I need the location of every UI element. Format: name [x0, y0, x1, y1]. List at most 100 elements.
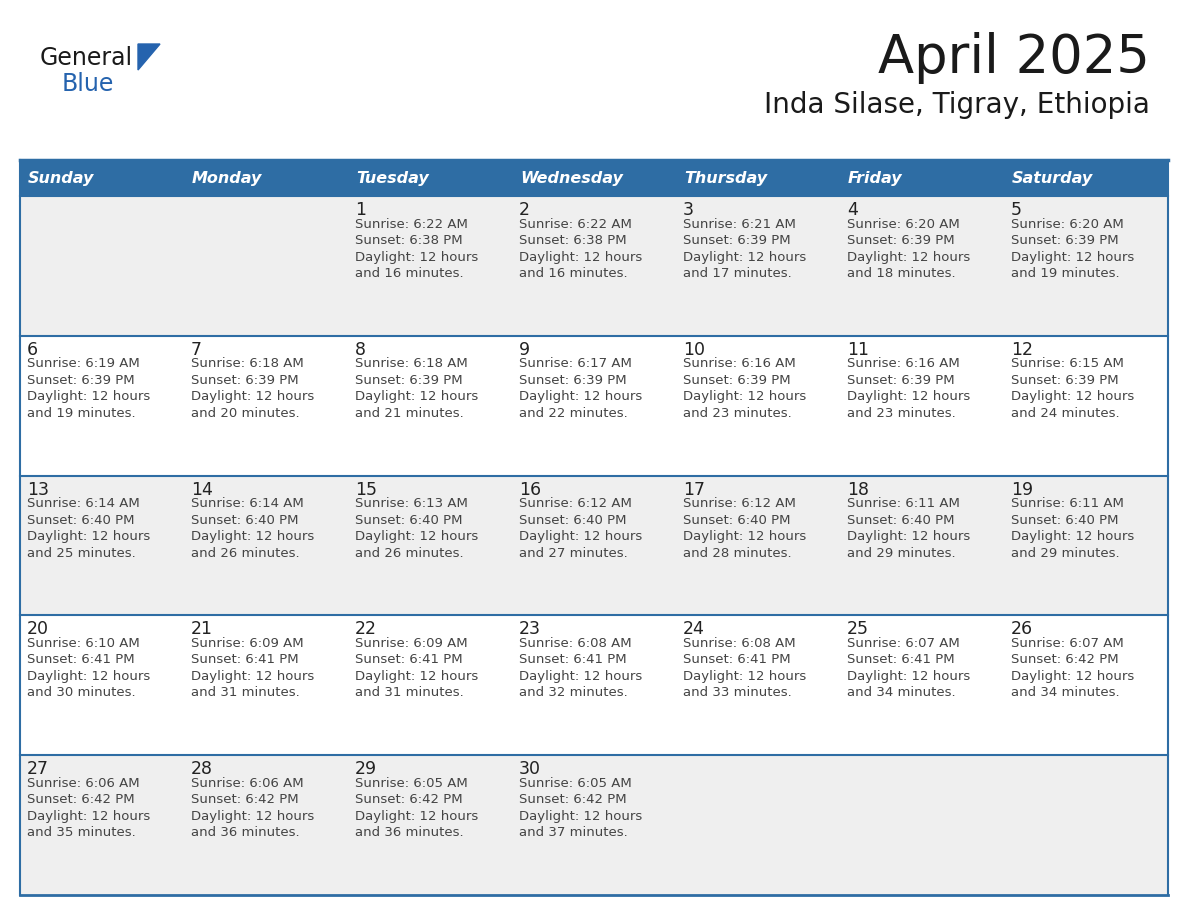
- Text: Daylight: 12 hours: Daylight: 12 hours: [683, 530, 807, 543]
- Text: Sunset: 6:39 PM: Sunset: 6:39 PM: [847, 374, 955, 386]
- Bar: [840, 160, 1004, 196]
- Text: 13: 13: [27, 481, 49, 498]
- Text: 17: 17: [683, 481, 704, 498]
- Text: Sunrise: 6:19 AM: Sunrise: 6:19 AM: [27, 357, 140, 370]
- Text: Sunrise: 6:09 AM: Sunrise: 6:09 AM: [191, 637, 304, 650]
- Text: and 19 minutes.: and 19 minutes.: [1011, 267, 1119, 280]
- Text: and 24 minutes.: and 24 minutes.: [1011, 407, 1119, 420]
- Text: Sunset: 6:41 PM: Sunset: 6:41 PM: [27, 654, 134, 666]
- Text: and 34 minutes.: and 34 minutes.: [1011, 687, 1119, 700]
- Text: Monday: Monday: [192, 171, 263, 185]
- Text: 3: 3: [683, 201, 694, 219]
- Text: and 37 minutes.: and 37 minutes.: [519, 826, 627, 839]
- Text: 10: 10: [683, 341, 704, 359]
- Text: Daylight: 12 hours: Daylight: 12 hours: [519, 670, 643, 683]
- Text: 4: 4: [847, 201, 858, 219]
- Text: April 2025: April 2025: [878, 32, 1150, 84]
- Text: Sunset: 6:38 PM: Sunset: 6:38 PM: [519, 234, 626, 247]
- Text: Sunset: 6:41 PM: Sunset: 6:41 PM: [683, 654, 791, 666]
- Text: and 26 minutes.: and 26 minutes.: [191, 546, 299, 560]
- Text: Sunset: 6:40 PM: Sunset: 6:40 PM: [519, 513, 626, 527]
- Bar: [20, 615, 1168, 756]
- Text: Daylight: 12 hours: Daylight: 12 hours: [355, 251, 479, 263]
- Text: Sunrise: 6:20 AM: Sunrise: 6:20 AM: [1011, 218, 1124, 230]
- Text: Sunset: 6:41 PM: Sunset: 6:41 PM: [847, 654, 955, 666]
- Text: Sunset: 6:39 PM: Sunset: 6:39 PM: [191, 374, 298, 386]
- Text: 12: 12: [1011, 341, 1034, 359]
- Text: 22: 22: [355, 621, 377, 638]
- Bar: [1004, 160, 1168, 196]
- Text: Sunrise: 6:11 AM: Sunrise: 6:11 AM: [1011, 498, 1124, 510]
- Text: 19: 19: [1011, 481, 1034, 498]
- Text: and 26 minutes.: and 26 minutes.: [355, 546, 463, 560]
- Text: Sunset: 6:39 PM: Sunset: 6:39 PM: [683, 234, 791, 247]
- Text: Sunset: 6:42 PM: Sunset: 6:42 PM: [27, 793, 134, 806]
- Text: Inda Silase, Tigray, Ethiopia: Inda Silase, Tigray, Ethiopia: [764, 91, 1150, 119]
- Text: Sunset: 6:38 PM: Sunset: 6:38 PM: [355, 234, 462, 247]
- Bar: [20, 196, 1168, 336]
- Bar: [184, 160, 348, 196]
- Text: Daylight: 12 hours: Daylight: 12 hours: [1011, 670, 1135, 683]
- Bar: [676, 160, 840, 196]
- Text: and 21 minutes.: and 21 minutes.: [355, 407, 463, 420]
- Text: Sunrise: 6:12 AM: Sunrise: 6:12 AM: [519, 498, 632, 510]
- Text: Daylight: 12 hours: Daylight: 12 hours: [355, 670, 479, 683]
- Text: and 29 minutes.: and 29 minutes.: [847, 546, 955, 560]
- Bar: [20, 476, 1168, 615]
- Text: Daylight: 12 hours: Daylight: 12 hours: [27, 670, 150, 683]
- Bar: [20, 160, 184, 196]
- Text: 30: 30: [519, 760, 541, 778]
- Text: Sunrise: 6:14 AM: Sunrise: 6:14 AM: [191, 498, 304, 510]
- Text: and 31 minutes.: and 31 minutes.: [191, 687, 299, 700]
- Text: 26: 26: [1011, 621, 1034, 638]
- Text: and 20 minutes.: and 20 minutes.: [191, 407, 299, 420]
- Text: Sunrise: 6:17 AM: Sunrise: 6:17 AM: [519, 357, 632, 370]
- Text: Sunrise: 6:08 AM: Sunrise: 6:08 AM: [519, 637, 632, 650]
- Text: Daylight: 12 hours: Daylight: 12 hours: [27, 530, 150, 543]
- Text: and 31 minutes.: and 31 minutes.: [355, 687, 463, 700]
- Text: 20: 20: [27, 621, 49, 638]
- Text: Sunset: 6:39 PM: Sunset: 6:39 PM: [355, 374, 462, 386]
- Text: Sunset: 6:40 PM: Sunset: 6:40 PM: [1011, 513, 1118, 527]
- Text: Sunrise: 6:10 AM: Sunrise: 6:10 AM: [27, 637, 140, 650]
- Text: Sunrise: 6:20 AM: Sunrise: 6:20 AM: [847, 218, 960, 230]
- Bar: [20, 336, 1168, 476]
- Text: Sunset: 6:41 PM: Sunset: 6:41 PM: [191, 654, 298, 666]
- Text: 29: 29: [355, 760, 377, 778]
- Text: Sunrise: 6:18 AM: Sunrise: 6:18 AM: [191, 357, 304, 370]
- Text: Sunrise: 6:22 AM: Sunrise: 6:22 AM: [355, 218, 468, 230]
- Text: 23: 23: [519, 621, 541, 638]
- Text: Sunrise: 6:09 AM: Sunrise: 6:09 AM: [355, 637, 468, 650]
- Text: Daylight: 12 hours: Daylight: 12 hours: [847, 390, 971, 403]
- Text: Sunrise: 6:06 AM: Sunrise: 6:06 AM: [191, 777, 304, 789]
- Text: Blue: Blue: [62, 72, 114, 96]
- Text: and 17 minutes.: and 17 minutes.: [683, 267, 791, 280]
- Text: Sunrise: 6:05 AM: Sunrise: 6:05 AM: [355, 777, 468, 789]
- Text: Sunrise: 6:21 AM: Sunrise: 6:21 AM: [683, 218, 796, 230]
- Text: Daylight: 12 hours: Daylight: 12 hours: [191, 390, 315, 403]
- Text: Daylight: 12 hours: Daylight: 12 hours: [1011, 390, 1135, 403]
- Text: Sunrise: 6:05 AM: Sunrise: 6:05 AM: [519, 777, 632, 789]
- Text: Sunday: Sunday: [29, 171, 94, 185]
- Text: Daylight: 12 hours: Daylight: 12 hours: [191, 670, 315, 683]
- Text: and 28 minutes.: and 28 minutes.: [683, 546, 791, 560]
- Text: and 25 minutes.: and 25 minutes.: [27, 546, 135, 560]
- Text: 2: 2: [519, 201, 530, 219]
- Text: Sunrise: 6:18 AM: Sunrise: 6:18 AM: [355, 357, 468, 370]
- Text: 24: 24: [683, 621, 704, 638]
- Text: Daylight: 12 hours: Daylight: 12 hours: [683, 670, 807, 683]
- Text: 6: 6: [27, 341, 38, 359]
- Polygon shape: [138, 44, 160, 70]
- Text: 28: 28: [191, 760, 213, 778]
- Text: 18: 18: [847, 481, 868, 498]
- Text: Sunset: 6:39 PM: Sunset: 6:39 PM: [1011, 234, 1119, 247]
- Text: Sunrise: 6:07 AM: Sunrise: 6:07 AM: [1011, 637, 1124, 650]
- Text: Sunset: 6:39 PM: Sunset: 6:39 PM: [683, 374, 791, 386]
- Text: 16: 16: [519, 481, 541, 498]
- Text: Daylight: 12 hours: Daylight: 12 hours: [519, 810, 643, 823]
- Text: Daylight: 12 hours: Daylight: 12 hours: [355, 810, 479, 823]
- Text: 9: 9: [519, 341, 530, 359]
- Text: Daylight: 12 hours: Daylight: 12 hours: [683, 251, 807, 263]
- Text: 8: 8: [355, 341, 366, 359]
- Bar: [512, 160, 676, 196]
